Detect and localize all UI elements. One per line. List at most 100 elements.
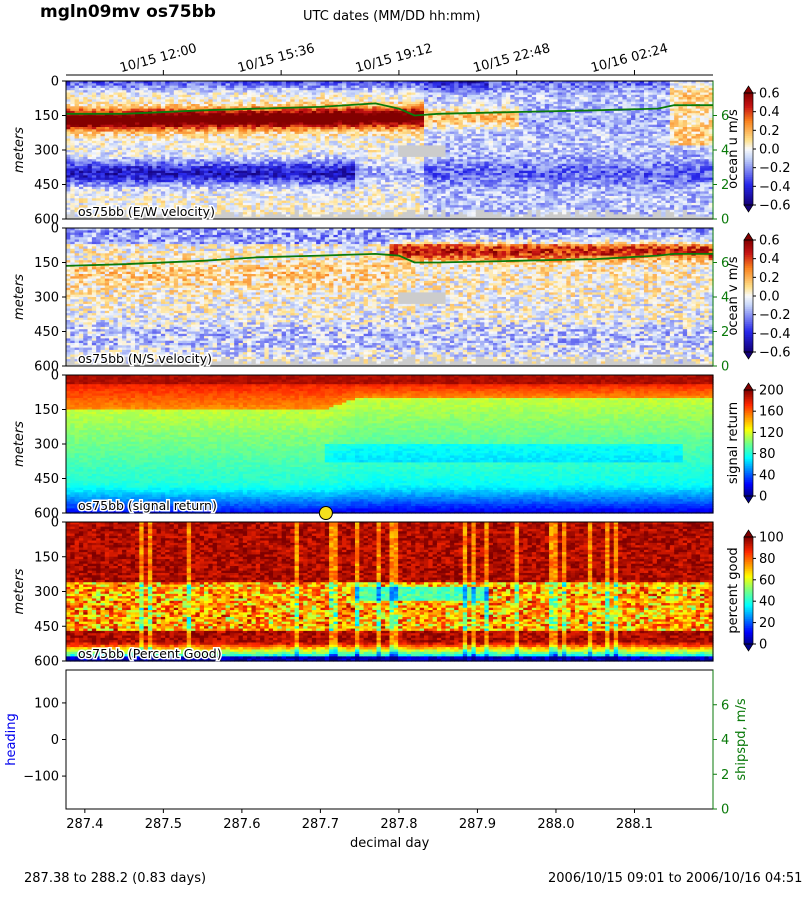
heatmap-cell — [204, 133, 209, 137]
heatmap-cell — [139, 177, 145, 181]
heatmap-cell — [100, 129, 106, 133]
heatmap-cell — [147, 159, 153, 163]
heatmap-cell — [169, 117, 175, 121]
heatmap-cell — [74, 115, 80, 119]
heatmap-cell — [143, 97, 149, 100]
heatmap-cell — [204, 140, 209, 144]
heatmap-cell — [169, 104, 175, 107]
heatmap-cell — [204, 136, 209, 140]
heatmap-cell — [165, 85, 171, 89]
heatmap-cell — [96, 106, 102, 110]
heatmap-cell — [195, 202, 201, 206]
heatmap-cell — [117, 101, 123, 105]
heatmap-cell — [104, 159, 110, 163]
heatmap-cell — [122, 140, 127, 144]
heatmap-cell — [126, 163, 132, 167]
heatmap-cell — [96, 216, 102, 220]
heatmap-cell — [156, 173, 162, 176]
heatmap-cell — [130, 124, 136, 128]
heatmap-cell — [96, 94, 102, 98]
heatmap-cell — [147, 104, 153, 107]
heatmap-cell — [186, 170, 192, 174]
heatmap-cell — [204, 99, 209, 103]
heatmap-cell — [104, 156, 110, 160]
heatmap-cell — [143, 140, 149, 144]
heatmap-cell — [208, 175, 214, 179]
heatmap-cell — [109, 140, 115, 144]
heatmap-cell — [191, 85, 196, 89]
heatmap-cell — [191, 147, 196, 151]
heatmap-cell — [143, 133, 149, 137]
heatmap-cell — [139, 209, 145, 213]
heatmap-cell — [117, 120, 123, 123]
heatmap-cell — [182, 108, 188, 112]
heatmap-cell — [100, 110, 106, 114]
heatmap-cell — [135, 87, 140, 91]
heatmap-cell — [135, 81, 140, 84]
heatmap-cell — [78, 214, 84, 218]
heatmap-cell — [212, 168, 218, 172]
heatmap-cell — [152, 90, 158, 94]
heatmap-cell — [96, 175, 102, 179]
heatmap-cell — [139, 214, 145, 218]
heatmap-cell — [186, 152, 192, 156]
heatmap-cell — [173, 177, 179, 181]
heatmap-cell — [139, 163, 145, 167]
heatmap-cell — [83, 133, 89, 137]
heatmap-cell — [74, 83, 80, 87]
heatmap-cell — [178, 159, 184, 163]
heatmap-cell — [139, 189, 145, 192]
heatmap-cell — [135, 152, 140, 156]
heatmap-cell — [186, 113, 192, 117]
heatmap-cell — [87, 101, 93, 105]
heatmap-cell — [126, 140, 132, 144]
heatmap-cell — [96, 83, 102, 87]
heatmap-cell — [74, 108, 80, 112]
heatmap-cell — [156, 156, 162, 160]
heatmap-cell — [152, 196, 158, 199]
heatmap-cell — [199, 154, 205, 158]
heatmap-cell — [160, 117, 166, 121]
heatmap-cell — [83, 85, 89, 89]
heatmap-cell — [100, 117, 106, 121]
heatmap-cell — [70, 90, 76, 94]
heatmap-cell — [169, 175, 175, 179]
heatmap-cell — [186, 182, 192, 186]
heatmap-cell — [117, 81, 123, 84]
heatmap-cell — [83, 154, 89, 158]
heatmap-cell — [165, 200, 171, 204]
heatmap-cell — [169, 101, 175, 105]
heatmap-cell — [165, 170, 171, 174]
heatmap-cell — [191, 170, 196, 174]
heatmap-cell — [78, 104, 84, 107]
heatmap-cell — [78, 159, 84, 163]
heatmap-cell — [91, 173, 97, 176]
heatmap-cell — [173, 122, 179, 126]
heatmap-cell — [152, 186, 158, 190]
heatmap-cell — [74, 177, 80, 181]
heatmap-cell — [122, 81, 127, 84]
heatmap-cell — [169, 191, 175, 195]
heatmap-cell — [216, 124, 222, 128]
heatmap-cell — [130, 170, 136, 174]
heatmap-cell — [156, 163, 162, 167]
heatmap-cell — [109, 216, 115, 220]
heatmap-cell — [186, 143, 192, 146]
heatmap-cell — [126, 94, 132, 98]
heatmap-cell — [139, 207, 145, 211]
heatmap-cell — [191, 163, 196, 167]
heatmap-cell — [109, 87, 115, 91]
heatmap-cell — [96, 110, 102, 114]
heatmap-cell — [100, 209, 106, 213]
heatmap-cell — [83, 136, 89, 140]
heatmap-cell — [173, 143, 179, 146]
heatmap-cell — [126, 175, 132, 179]
heatmap-cell — [191, 216, 196, 220]
heatmap-cell — [122, 156, 127, 160]
heatmap-cell — [87, 124, 93, 128]
heatmap-cell — [104, 108, 110, 112]
heatmap-cell — [113, 83, 119, 87]
heatmap-cell — [191, 83, 196, 87]
heatmap-cell — [130, 133, 136, 137]
heatmap-cell — [182, 127, 188, 130]
